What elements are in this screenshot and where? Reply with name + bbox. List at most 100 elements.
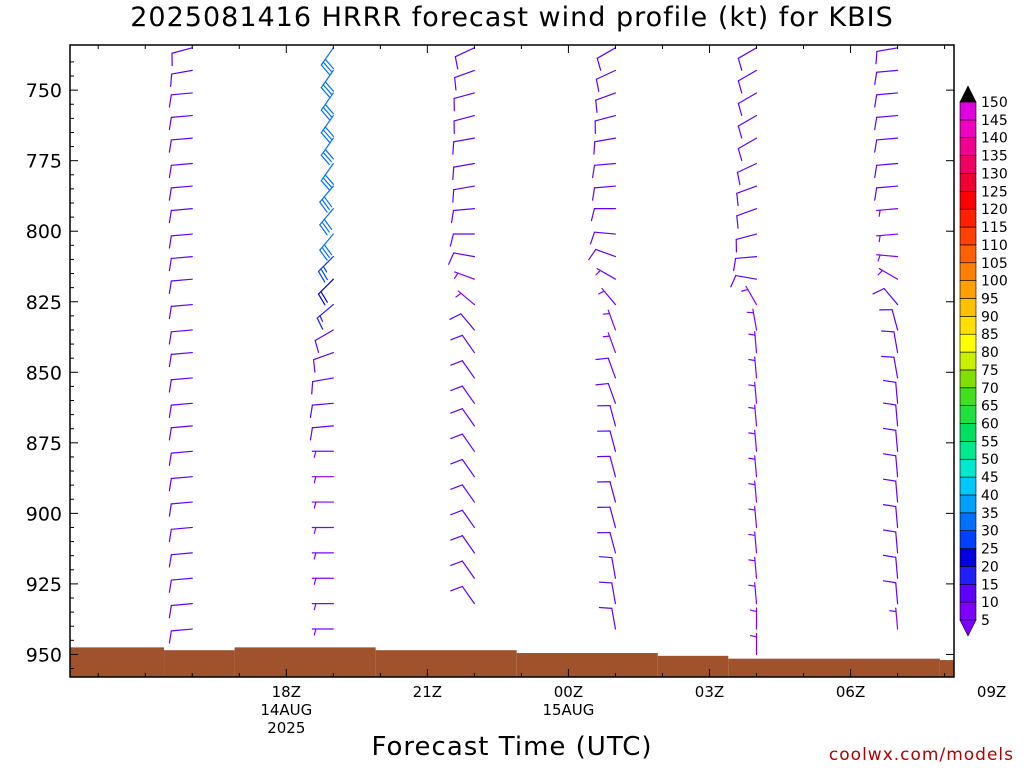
colorbar-segment [959, 101, 977, 121]
wind-barb [737, 69, 758, 94]
barb-staff [461, 509, 475, 529]
wind-barb [168, 450, 193, 466]
colorbar-label: 15 [981, 577, 999, 593]
barb-staff [461, 484, 475, 503]
colorbar-label: 45 [981, 470, 999, 486]
x-tick-label: 06Z [836, 683, 865, 701]
barb-staff [170, 329, 193, 333]
barb-full-feather [168, 379, 172, 393]
colorbar-label: 75 [981, 363, 999, 379]
barb-full-feather [320, 154, 330, 166]
barb-full-feather [317, 293, 326, 306]
barb-full-feather [736, 171, 741, 186]
colorbar-label: 135 [981, 149, 1008, 165]
barb-full-feather [168, 528, 172, 543]
barb-staff [170, 377, 193, 381]
x-tick-label: 18Z [272, 683, 301, 701]
barb-full-feather [452, 189, 455, 203]
wind-barb [453, 271, 475, 280]
barb-full-feather [874, 71, 878, 86]
barb-half-feather [313, 476, 317, 484]
colorbar-segment [959, 423, 977, 442]
colorbar-segment [959, 369, 977, 389]
wind-barb [876, 254, 899, 262]
barb-full-feather [323, 218, 333, 230]
barb-staff [593, 185, 617, 189]
barb-staff [593, 162, 617, 166]
wind-barb [877, 268, 899, 280]
barb-staff [876, 185, 899, 189]
barb-full-feather [450, 458, 463, 465]
barb-staff [876, 92, 899, 96]
y-axis: 750 775 800 825 850 875 900 925 950 [26, 61, 954, 670]
barb-staff [312, 377, 334, 383]
barb-full-feather [314, 339, 320, 353]
barb-full-feather [168, 305, 172, 320]
wind-barb [598, 287, 617, 306]
barb-full-feather [588, 248, 597, 261]
barb-full-feather [319, 201, 328, 213]
y-tick-label: 825 [26, 292, 62, 314]
credit-link[interactable]: coolwx.com/models [828, 745, 1014, 765]
barb-staff [170, 208, 193, 212]
terrain-block [234, 647, 376, 677]
barb-staff [735, 233, 758, 241]
barb-full-feather [324, 103, 334, 115]
barb-half-feather [313, 501, 317, 509]
barb-half-feather [748, 559, 756, 562]
wind-barb [882, 427, 899, 452]
wind-barb [748, 531, 758, 554]
wind-barb [889, 607, 899, 630]
wind-barb [749, 632, 758, 656]
barb-staff [170, 526, 193, 530]
wind-barb [880, 330, 899, 354]
barb-half-feather [749, 634, 758, 638]
barb-staff [609, 455, 617, 478]
wind-barb [882, 379, 899, 404]
barb-staff [883, 287, 899, 306]
barb-full-feather [168, 604, 172, 619]
wind-barb [319, 185, 334, 213]
wind-barb [595, 69, 617, 93]
barb-staff [895, 429, 899, 452]
barb-full-feather [309, 404, 313, 418]
wind-barb [168, 92, 193, 108]
wind-barb [882, 402, 899, 427]
barb-staff [609, 506, 617, 529]
barb-staff [895, 582, 899, 605]
wind-barb [450, 509, 475, 529]
barb-half-feather [313, 552, 317, 560]
barb-full-feather [324, 126, 334, 137]
wind-barb [748, 582, 758, 605]
y-tick-label: 875 [26, 433, 62, 455]
terrain-block [657, 655, 729, 677]
barb-full-feather [591, 187, 596, 201]
barb-half-feather [748, 584, 756, 587]
y-tick-label: 950 [26, 644, 62, 666]
wind-barb [597, 506, 617, 529]
barb-full-feather [882, 554, 897, 558]
barb-full-feather [874, 164, 878, 179]
barb-staff [876, 137, 899, 141]
barb-staff [737, 137, 758, 150]
wind-barb [168, 526, 193, 543]
barb-staff [736, 185, 758, 194]
colorbar-label: 130 [981, 166, 1008, 182]
barb-full-feather [320, 86, 330, 98]
barb-full-feather [449, 313, 462, 320]
barb-staff [596, 47, 617, 59]
wind-barb [595, 382, 617, 404]
colorbar-label: 120 [981, 202, 1008, 218]
wind-barb [593, 137, 617, 155]
x-tick-label: 14AUG [260, 701, 312, 719]
wind-barb [875, 47, 899, 65]
wind-barbs-layer [168, 47, 899, 656]
wind-barb [450, 433, 475, 452]
barb-staff [170, 256, 193, 260]
barb-full-feather [168, 554, 172, 568]
colorbar-label: 85 [981, 327, 999, 343]
barb-full-feather [324, 148, 334, 160]
colorbar-label: 80 [981, 345, 999, 361]
barb-staff [453, 137, 475, 143]
